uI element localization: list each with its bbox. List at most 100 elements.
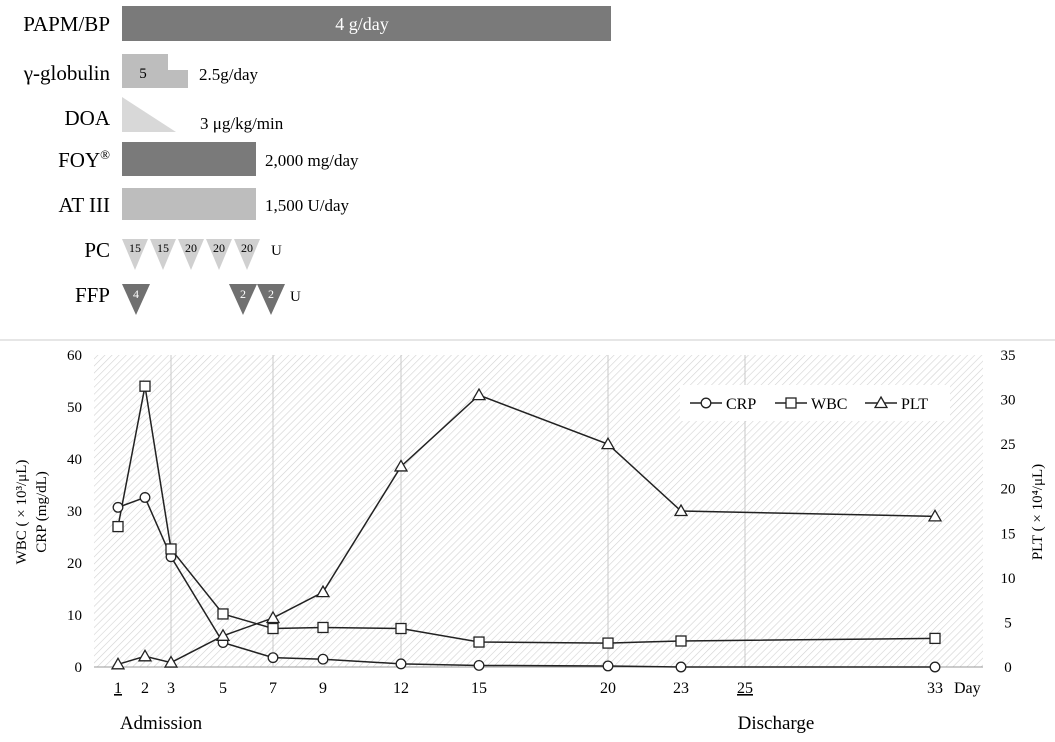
pc-unit-value: 15 (157, 241, 169, 255)
x-axis-tick-label: 23 (673, 680, 689, 697)
papm-bp-dose: 4 g/day (335, 14, 389, 34)
treatment-timeline: PAPM/BP 4 g/day γ-globulin 5 2.5g/day DO… (23, 6, 611, 315)
foy-registered-mark: ® (100, 147, 110, 162)
series-markers (110, 380, 943, 673)
pc-triangle (122, 239, 148, 270)
crp-data-point (139, 492, 151, 503)
ffp-triangle (122, 284, 150, 315)
left-axis-tick-label: 50 (67, 400, 82, 416)
left-axis-tick-label: 0 (75, 660, 83, 676)
pc-unit-value: 20 (241, 241, 253, 255)
globulin-label: γ-globulin (23, 61, 111, 85)
doa-label: DOA (65, 106, 111, 130)
left-axis-tick-label: 60 (67, 348, 82, 364)
x-axis-tick-label: 7 (269, 680, 277, 697)
papm-bp-bar (122, 6, 611, 41)
pc-unit-value: 15 (129, 241, 141, 255)
crp-data-point (267, 652, 279, 664)
foy-dose: 2,000 mg/day (265, 151, 359, 170)
x-axis-tick-label: 33 (927, 680, 943, 697)
pc-triangles: 15 15 20 20 20 (122, 239, 260, 270)
plt-data-point (265, 610, 281, 624)
foy-label-group: FOY® (58, 147, 110, 172)
plt-data-point (137, 648, 153, 662)
crp-data-point (675, 661, 687, 673)
legend-marker-crp (700, 397, 712, 409)
discharge-label: Discharge (738, 713, 815, 734)
x-axis-ticks: 1 2 3 5 7 9 12 15 20 23 25 33 (114, 680, 943, 697)
ffp-unit-value: 2 (268, 287, 274, 301)
legend-marker-plt (873, 395, 889, 409)
plt-data-point (215, 628, 231, 641)
pc-unit-label: U (271, 243, 282, 259)
plt-data-point (471, 387, 487, 401)
wbc-data-point (317, 621, 329, 634)
pc-label: PC (84, 238, 110, 262)
ffp-unit-value: 2 (240, 287, 246, 301)
ffp-triangles: 4 2 2 (122, 284, 285, 315)
at3-label: AT III (58, 193, 110, 217)
doa-dose: 3 μg/kg/min (200, 114, 284, 133)
wbc-data-point (675, 635, 687, 647)
left-axis-tick-label: 20 (67, 556, 82, 572)
admission-label: Admission (120, 713, 203, 734)
chart-legend: CRP WBC PLT (680, 385, 950, 421)
crp-data-point (602, 660, 614, 672)
x-axis-tick-label: 20 (600, 680, 616, 697)
globulin-step-label: 5 (139, 66, 147, 82)
ffp-triangle (229, 284, 257, 315)
left-axis-tick-label: 40 (67, 452, 82, 468)
legend-label-crp: CRP (726, 396, 756, 413)
ffp-triangle (257, 284, 285, 315)
crp-data-point (317, 653, 329, 665)
plt-data-point (673, 503, 689, 517)
right-axis-tick-label: 35 (1001, 348, 1016, 364)
crp-data-point (929, 661, 941, 673)
pc-triangle (206, 239, 232, 270)
pc-unit-value: 20 (213, 241, 225, 255)
wbc-data-point (112, 520, 124, 533)
left-axis-tick-label: 10 (67, 608, 82, 624)
wbc-data-point (473, 636, 485, 648)
right-axis-ticks: 0 5 10 15 20 25 30 35 (1001, 348, 1016, 676)
wbc-data-point (395, 622, 407, 635)
x-axis-tick-label: 5 (219, 680, 227, 697)
legend-marker-wbc (785, 397, 797, 409)
right-axis-title-plt: PLT ( × 10⁴/μL) (1030, 464, 1046, 560)
wbc-data-point (929, 632, 941, 645)
legend-box (680, 385, 950, 421)
right-axis-tick-label: 25 (1001, 437, 1016, 453)
ffp-unit-label: U (290, 289, 301, 305)
right-axis-tick-label: 20 (1001, 482, 1016, 498)
wbc-data-point (267, 622, 279, 635)
plt-data-point (600, 436, 616, 450)
globulin-dose: 2.5g/day (199, 65, 259, 84)
at3-bar (122, 188, 256, 220)
right-axis-tick-label: 0 (1004, 660, 1012, 676)
x-axis-tick-label: 25 (737, 680, 753, 697)
x-axis-tick-label: 3 (167, 680, 175, 697)
pc-unit-value: 20 (185, 241, 197, 255)
legend-label-wbc: WBC (811, 396, 847, 413)
plt-data-point (110, 657, 126, 670)
papm-bp-label: PAPM/BP (23, 12, 110, 36)
crp-data-point (395, 658, 407, 670)
crp-data-point (112, 501, 124, 513)
wbc-data-point (217, 608, 229, 620)
x-axis-tick-label: 9 (319, 680, 327, 697)
foy-label: FOY (58, 148, 100, 172)
right-axis-tick-label: 15 (1001, 526, 1016, 542)
wbc-data-point (165, 543, 177, 555)
legend-label-plt: PLT (901, 396, 928, 413)
x-axis-tick-label: 2 (141, 680, 149, 697)
left-axis-tick-label: 30 (67, 504, 82, 520)
ffp-unit-value: 4 (133, 287, 139, 301)
plt-data-point (163, 655, 179, 668)
foy-bar (122, 142, 256, 176)
globulin-step-bar (122, 54, 188, 88)
x-axis-tick-label: 1 (114, 680, 122, 697)
x-axis-day-label: Day (954, 680, 981, 697)
wbc-data-point (602, 637, 614, 649)
